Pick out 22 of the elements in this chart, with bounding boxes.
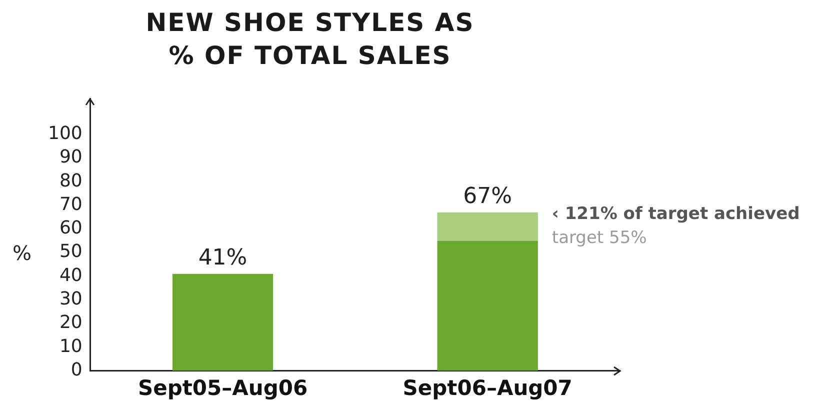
bar — [437, 240, 538, 371]
annotation: target 55% — [552, 228, 647, 248]
y-tick-label: 100 — [48, 122, 82, 144]
annotation: ‹ 121% of target achieved — [552, 204, 800, 224]
total-label: 67% — [463, 184, 512, 210]
y-tick-label: 60 — [59, 218, 82, 239]
y-tick-label: 70 — [59, 194, 82, 215]
y-tick-label: 0 — [70, 359, 82, 380]
y-tick-label: 20 — [59, 312, 82, 334]
y-tick-label: 40 — [59, 264, 82, 286]
x-tick-label: Sept05–Aug06 — [138, 376, 308, 400]
y-tick-label: 30 — [59, 288, 82, 310]
y-tick-label: 50 — [59, 241, 82, 262]
y-tick-label: 10 — [59, 336, 82, 357]
total-label: 41% — [198, 246, 248, 271]
bar — [437, 212, 538, 241]
bar — [172, 274, 274, 371]
y-tick-label: 90 — [59, 146, 82, 168]
chart-title: NEW SHOE STYLES AS % OF TOTAL SALES — [145, 7, 475, 72]
y-axis-title: % — [12, 241, 32, 266]
x-tick-label: Sept06–Aug07 — [402, 376, 572, 400]
y-tick-label: 80 — [59, 170, 82, 192]
